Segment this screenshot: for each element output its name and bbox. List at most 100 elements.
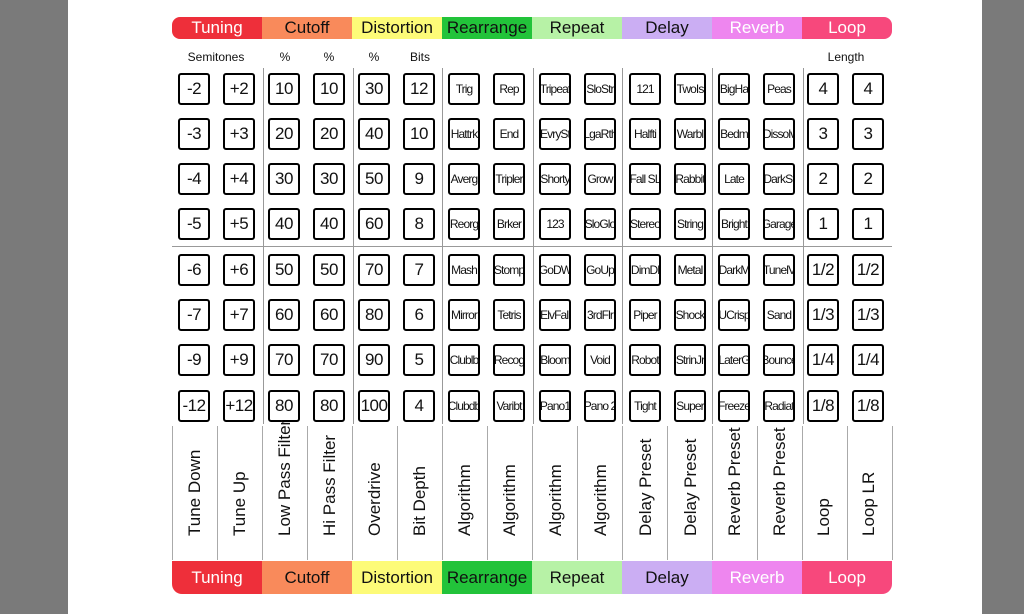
pad-button-delay-preset-11-stereo[interactable]: Stereo	[629, 208, 661, 240]
pad-button-overdrive-5-80[interactable]: 80	[358, 299, 390, 331]
pad-button-hi-pass-filter-4-70[interactable]: 70	[313, 344, 345, 376]
pad-button-low-pass-filter-3-20[interactable]: 20	[268, 118, 300, 150]
pad-button-bit-depth-6-5[interactable]: 5	[403, 344, 435, 376]
pad-button-algorithm-8-stomp[interactable]: Stomp	[493, 254, 525, 286]
pad-button-hi-pass-filter-4-20[interactable]: 20	[313, 118, 345, 150]
pad-button-loop-lr-16-1-2[interactable]: 1/2	[852, 254, 884, 286]
pad-button-tune-up-2-3[interactable]: +3	[223, 118, 255, 150]
pad-button-reverb-preset-14-tunelv[interactable]: TunelV	[763, 254, 795, 286]
pad-button-algorithm-7-mash[interactable]: Mash	[448, 254, 480, 286]
pad-button-algorithm-10-3rdflr[interactable]: 3rdFlr	[584, 299, 616, 331]
pad-button-tune-down-1-3[interactable]: -3	[178, 118, 210, 150]
pad-button-algorithm-9-elvfall[interactable]: ElvFall	[539, 299, 571, 331]
pad-button-loop-lr-16-1-4[interactable]: 1/4	[852, 344, 884, 376]
pad-button-loop-15-1-8[interactable]: 1/8	[807, 390, 839, 422]
pad-button-delay-preset-12-rabbit[interactable]: Rabbit	[674, 163, 706, 195]
pad-button-reverb-preset-14-peas[interactable]: Peas	[763, 73, 795, 105]
pad-button-algorithm-9-evryst[interactable]: EvrySt	[539, 118, 571, 150]
pad-button-delay-preset-11-halfti[interactable]: Halfti	[629, 118, 661, 150]
pad-button-algorithm-7-averg[interactable]: Averg	[448, 163, 480, 195]
pad-button-tune-up-2-5[interactable]: +5	[223, 208, 255, 240]
pad-button-algorithm-10-pano-2[interactable]: Pano 2	[584, 390, 616, 422]
pad-button-loop-lr-16-1[interactable]: 1	[852, 208, 884, 240]
pad-button-algorithm-8-tripler[interactable]: Tripler	[493, 163, 525, 195]
pad-button-loop-15-1-3[interactable]: 1/3	[807, 299, 839, 331]
pad-button-loop-15-1-4[interactable]: 1/4	[807, 344, 839, 376]
pad-button-delay-preset-12-super[interactable]: Super	[674, 390, 706, 422]
pad-button-algorithm-9-pano1[interactable]: Pano1	[539, 390, 571, 422]
pad-button-loop-15-1-2[interactable]: 1/2	[807, 254, 839, 286]
pad-button-algorithm-7-reorg[interactable]: Reorg	[448, 208, 480, 240]
pad-button-algorithm-10-sloglo[interactable]: SloGlo	[584, 208, 616, 240]
pad-button-low-pass-filter-3-70[interactable]: 70	[268, 344, 300, 376]
pad-button-reverb-preset-14-sand[interactable]: Sand	[763, 299, 795, 331]
pad-button-hi-pass-filter-4-50[interactable]: 50	[313, 254, 345, 286]
pad-button-tune-down-1-6[interactable]: -6	[178, 254, 210, 286]
pad-button-algorithm-7-hattrk[interactable]: Hattrk	[448, 118, 480, 150]
pad-button-delay-preset-12-shock[interactable]: Shock	[674, 299, 706, 331]
pad-button-loop-lr-16-1-8[interactable]: 1/8	[852, 390, 884, 422]
pad-button-tune-down-1-9[interactable]: -9	[178, 344, 210, 376]
pad-button-reverb-preset-13-late[interactable]: Late	[718, 163, 750, 195]
pad-button-reverb-preset-13-bright[interactable]: Bright	[718, 208, 750, 240]
pad-button-bit-depth-6-7[interactable]: 7	[403, 254, 435, 286]
pad-button-loop-lr-16-4[interactable]: 4	[852, 73, 884, 105]
pad-button-delay-preset-11-robot[interactable]: Robot	[629, 344, 661, 376]
pad-button-algorithm-10-slostr[interactable]: SloStr	[584, 73, 616, 105]
pad-button-overdrive-5-40[interactable]: 40	[358, 118, 390, 150]
pad-button-loop-lr-16-3[interactable]: 3	[852, 118, 884, 150]
pad-button-algorithm-7-mirror[interactable]: Mirror	[448, 299, 480, 331]
pad-button-low-pass-filter-3-80[interactable]: 80	[268, 390, 300, 422]
pad-button-overdrive-5-50[interactable]: 50	[358, 163, 390, 195]
pad-button-algorithm-8-tetris[interactable]: Tetris	[493, 299, 525, 331]
pad-button-bit-depth-6-4[interactable]: 4	[403, 390, 435, 422]
pad-button-algorithm-10-grow[interactable]: Grow	[584, 163, 616, 195]
pad-button-reverb-preset-14-dissolv[interactable]: Dissolv	[763, 118, 795, 150]
pad-button-reverb-preset-13-laterg[interactable]: LaterG	[718, 344, 750, 376]
pad-button-algorithm-9-shorty[interactable]: Shorty	[539, 163, 571, 195]
pad-button-loop-15-1[interactable]: 1	[807, 208, 839, 240]
pad-button-algorithm-8-rep[interactable]: Rep	[493, 73, 525, 105]
pad-button-tune-up-2-9[interactable]: +9	[223, 344, 255, 376]
pad-button-overdrive-5-100[interactable]: 100	[358, 390, 390, 422]
pad-button-hi-pass-filter-4-60[interactable]: 60	[313, 299, 345, 331]
pad-button-delay-preset-12-warbl[interactable]: Warbl	[674, 118, 706, 150]
pad-button-algorithm-8-brker[interactable]: Brker	[493, 208, 525, 240]
pad-button-tune-down-1-4[interactable]: -4	[178, 163, 210, 195]
pad-button-delay-preset-11-fall-sl[interactable]: Fall SL	[629, 163, 661, 195]
pad-button-hi-pass-filter-4-10[interactable]: 10	[313, 73, 345, 105]
pad-button-algorithm-8-end[interactable]: End	[493, 118, 525, 150]
pad-button-reverb-preset-13-bedm[interactable]: Bedm	[718, 118, 750, 150]
pad-button-loop-lr-16-1-3[interactable]: 1/3	[852, 299, 884, 331]
pad-button-reverb-preset-13-bigha[interactable]: BigHa	[718, 73, 750, 105]
pad-button-reverb-preset-13-ucrisp[interactable]: UCrisp	[718, 299, 750, 331]
pad-button-tune-up-2-4[interactable]: +4	[223, 163, 255, 195]
pad-button-delay-preset-12-strinjr[interactable]: StrinJr	[674, 344, 706, 376]
pad-button-algorithm-8-recog[interactable]: Recog	[493, 344, 525, 376]
pad-button-overdrive-5-90[interactable]: 90	[358, 344, 390, 376]
pad-button-algorithm-7-trig[interactable]: Trig	[448, 73, 480, 105]
pad-button-hi-pass-filter-4-80[interactable]: 80	[313, 390, 345, 422]
pad-button-algorithm-9-123[interactable]: 123	[539, 208, 571, 240]
pad-button-loop-lr-16-2[interactable]: 2	[852, 163, 884, 195]
pad-button-low-pass-filter-3-30[interactable]: 30	[268, 163, 300, 195]
pad-button-tune-down-1-5[interactable]: -5	[178, 208, 210, 240]
pad-button-reverb-preset-14-darkst[interactable]: DarkSt	[763, 163, 795, 195]
pad-button-delay-preset-11-dimdl[interactable]: DimDl	[629, 254, 661, 286]
pad-button-low-pass-filter-3-40[interactable]: 40	[268, 208, 300, 240]
pad-button-loop-15-2[interactable]: 2	[807, 163, 839, 195]
pad-button-delay-preset-12-string[interactable]: String	[674, 208, 706, 240]
pad-button-overdrive-5-60[interactable]: 60	[358, 208, 390, 240]
pad-button-delay-preset-11-piper[interactable]: Piper	[629, 299, 661, 331]
pad-button-overdrive-5-30[interactable]: 30	[358, 73, 390, 105]
pad-button-bit-depth-6-10[interactable]: 10	[403, 118, 435, 150]
pad-button-tune-up-2-2[interactable]: +2	[223, 73, 255, 105]
pad-button-loop-15-4[interactable]: 4	[807, 73, 839, 105]
pad-button-bit-depth-6-8[interactable]: 8	[403, 208, 435, 240]
pad-button-algorithm-9-godw[interactable]: GoDW	[539, 254, 571, 286]
pad-button-tune-down-1-2[interactable]: -2	[178, 73, 210, 105]
pad-button-algorithm-9-tripeat[interactable]: Tripeat	[539, 73, 571, 105]
pad-button-tune-down-1-7[interactable]: -7	[178, 299, 210, 331]
pad-button-reverb-preset-13-darkm[interactable]: DarkM	[718, 254, 750, 286]
pad-button-algorithm-10-void[interactable]: Void	[584, 344, 616, 376]
